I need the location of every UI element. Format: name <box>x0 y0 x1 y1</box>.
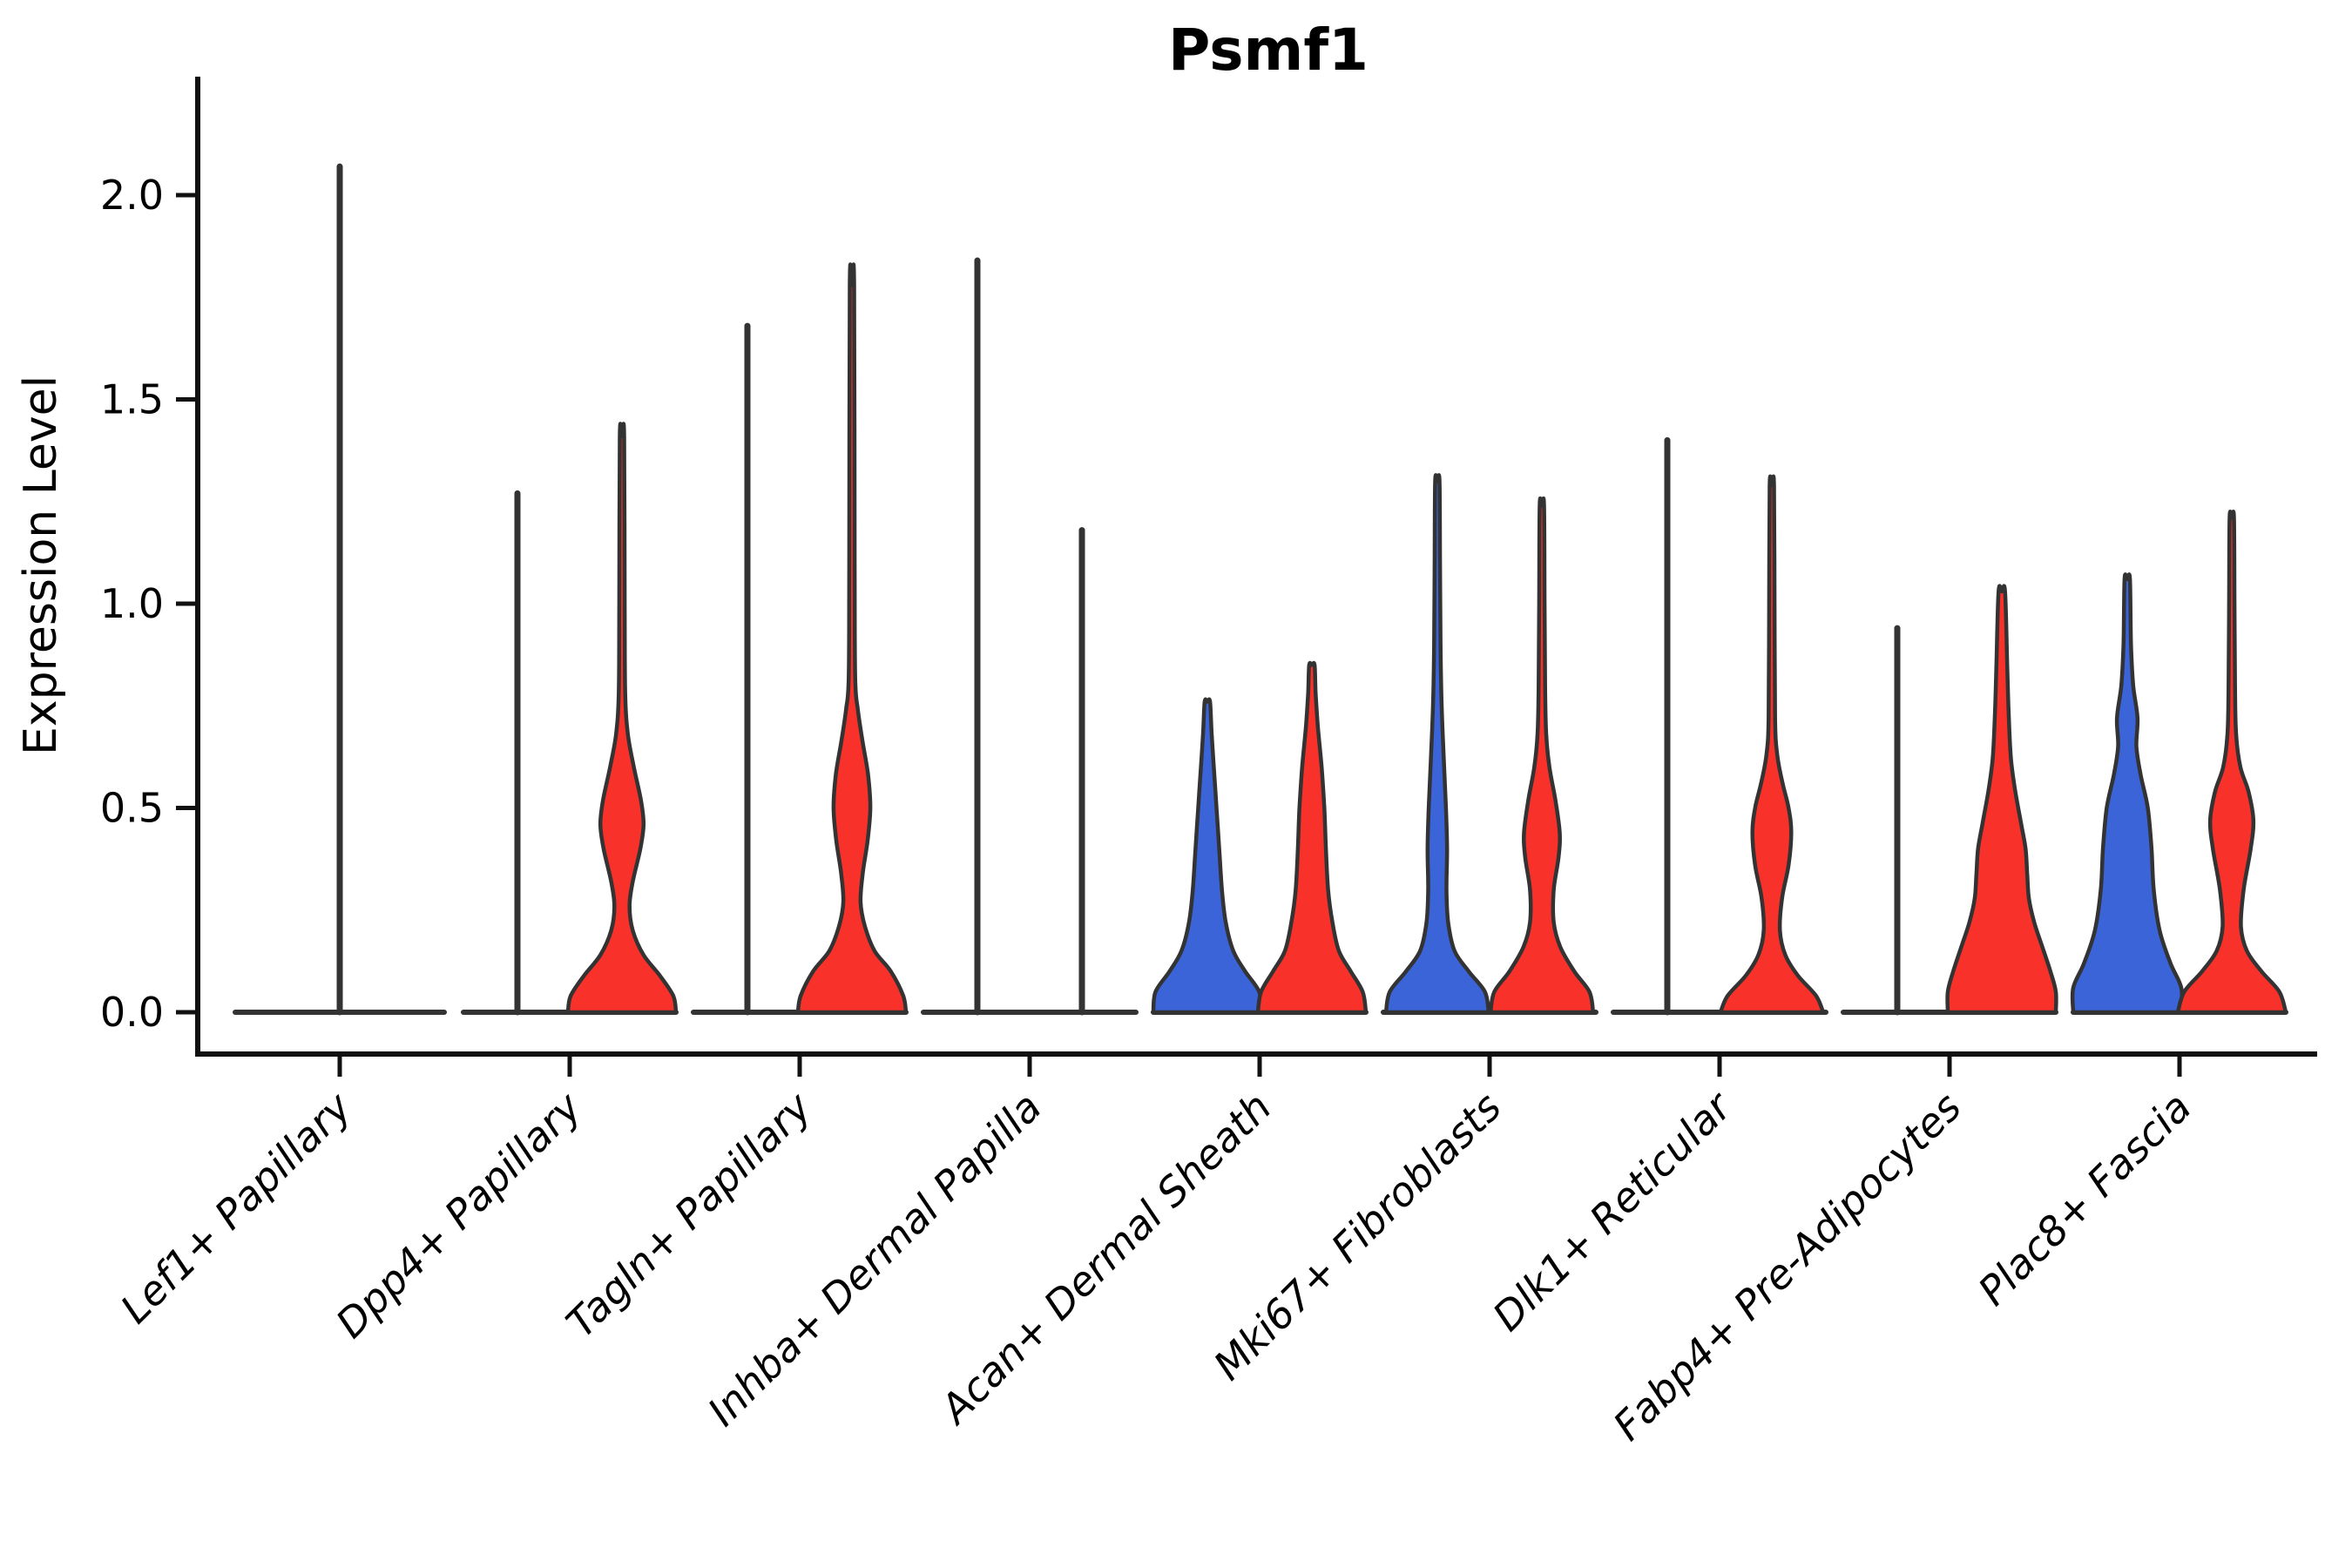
violin-8-left-blue <box>2070 572 2185 1015</box>
x-tick-label-2: Tagln+ Papillary <box>557 1083 821 1347</box>
y-tick-label-0: 0.0 <box>100 989 164 1036</box>
violin-1-right-red <box>565 422 679 1015</box>
x-tick-label-1: Dpp4+ Papillary <box>327 1083 591 1347</box>
y-tick-label-1: 0.5 <box>100 785 164 832</box>
x-tick-label-6: Dlk1+ Reticular <box>1484 1081 1742 1340</box>
violin-4-right-red <box>1255 660 1369 1015</box>
x-tick-label-0: Lef1+ Papillary <box>112 1083 361 1332</box>
violin-6-right-red <box>1718 474 1826 1015</box>
violin-4-left-blue <box>1151 697 1264 1015</box>
axes <box>176 77 2317 1077</box>
violin-shapes <box>336 163 2288 1016</box>
violin-7-right-red <box>1945 584 2058 1015</box>
violin-5-right-red <box>1488 496 1596 1015</box>
y-tick-label-2: 1.0 <box>100 580 164 627</box>
violin-2-right-red <box>795 262 909 1015</box>
violin-5-left-blue <box>1383 473 1491 1015</box>
violin-8-right-red <box>2175 510 2288 1015</box>
y-axis-label: Expression Level <box>15 375 67 755</box>
y-tick-label-3: 1.5 <box>100 376 164 423</box>
plot-title: Psmf1 <box>1168 17 1369 84</box>
y-tick-label-4: 2.0 <box>100 172 164 219</box>
x-tick-label-8: Plac8+ Fascia <box>1969 1084 2200 1315</box>
